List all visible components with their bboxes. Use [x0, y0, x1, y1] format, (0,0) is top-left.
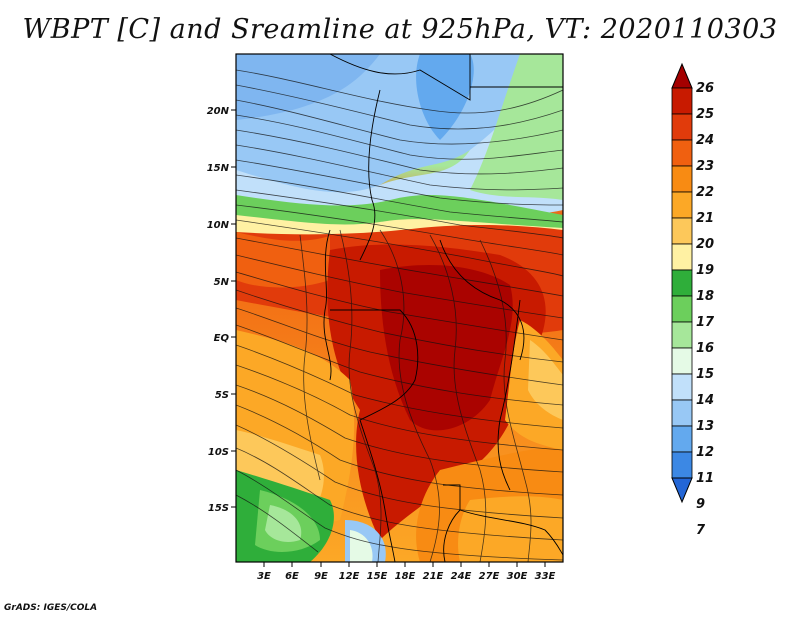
colorbar-swatch: [671, 399, 693, 427]
colorbar-swatch: [671, 373, 693, 401]
colorbar-label: 23: [696, 159, 714, 174]
lat-label: 5N: [214, 277, 230, 288]
lon-label: 3E: [257, 571, 271, 582]
country-borders: [323, 54, 563, 562]
axis-ticks: [231, 109, 546, 567]
colorbar-swatch: [671, 425, 693, 453]
colorbar-label: 19: [696, 263, 714, 278]
colorbar-label: 21: [696, 211, 714, 226]
lat-label: 10N: [207, 220, 230, 231]
colorbar-label: 26: [696, 81, 714, 96]
colorbar-swatch: [671, 243, 693, 271]
lon-label: 30E: [507, 571, 528, 582]
lon-label: 15E: [367, 571, 388, 582]
colorbar-bottom-arrow: [671, 477, 693, 504]
lat-label: 15S: [208, 503, 229, 514]
colorbar-swatch: [671, 269, 693, 297]
lat-label: 15N: [207, 163, 230, 174]
chart-title: WBPT [C] and Sreamline at 925hPa, VT: 20…: [22, 14, 778, 45]
colorbar-label: 17: [696, 315, 715, 330]
colorbar: 26 25 24 23 22 21 20 19 18 17 16 15 14 13 12 11 9 7: [671, 62, 715, 538]
lon-label: 12E: [339, 571, 360, 582]
colorbar-label: 25: [696, 107, 714, 122]
colorbar-label: 7: [696, 523, 706, 538]
lon-label: 33E: [535, 571, 556, 582]
colorbar-swatch: [671, 139, 693, 167]
lon-label: 21E: [423, 571, 444, 582]
footer-credit: GrADS: IGES/COLA: [4, 603, 98, 613]
lat-label: EQ: [214, 333, 230, 344]
latitude-labels: 20N 15N 10N 5N EQ 5S 10S 15S: [207, 106, 230, 514]
lon-label: 9E: [314, 571, 328, 582]
colorbar-label: 24: [696, 133, 714, 148]
colorbar-label: 22: [696, 185, 714, 200]
colorbar-label: 13: [696, 419, 714, 434]
colorbar-label: 9: [696, 497, 705, 512]
colorbar-swatch: [671, 165, 693, 193]
colorbar-swatch: [671, 113, 693, 141]
colorbar-label: 20: [696, 237, 714, 252]
colorbar-label: 12: [696, 445, 714, 460]
streamlines: [236, 69, 563, 562]
longitude-labels: 3E 6E 9E 12E 15E 18E 21E 24E 27E 30E 33E: [257, 571, 555, 582]
colorbar-swatch: [671, 347, 693, 375]
colorbar-label: 16: [696, 341, 714, 356]
colorbar-swatch: [671, 191, 693, 219]
lon-label: 18E: [395, 571, 416, 582]
colorbar-swatch: [671, 451, 693, 479]
lon-label: 24E: [451, 571, 472, 582]
colorbar-swatch: [671, 295, 693, 323]
lat-label: 10S: [208, 447, 229, 458]
colorbar-swatch: [671, 321, 693, 349]
temperature-field: [236, 54, 563, 562]
lon-label: 6E: [285, 571, 299, 582]
colorbar-label: 11: [696, 471, 714, 486]
colorbar-label: 15: [696, 367, 714, 382]
lat-label: 20N: [207, 106, 230, 117]
colorbar-label: 14: [696, 393, 714, 408]
colorbar-swatch: [671, 87, 693, 115]
colorbar-swatch: [671, 217, 693, 245]
colorbar-top-arrow: [671, 62, 693, 89]
lon-label: 27E: [479, 571, 500, 582]
colorbar-label: 18: [696, 289, 714, 304]
map-frame: [235, 53, 564, 563]
lat-label: 5S: [215, 390, 229, 401]
